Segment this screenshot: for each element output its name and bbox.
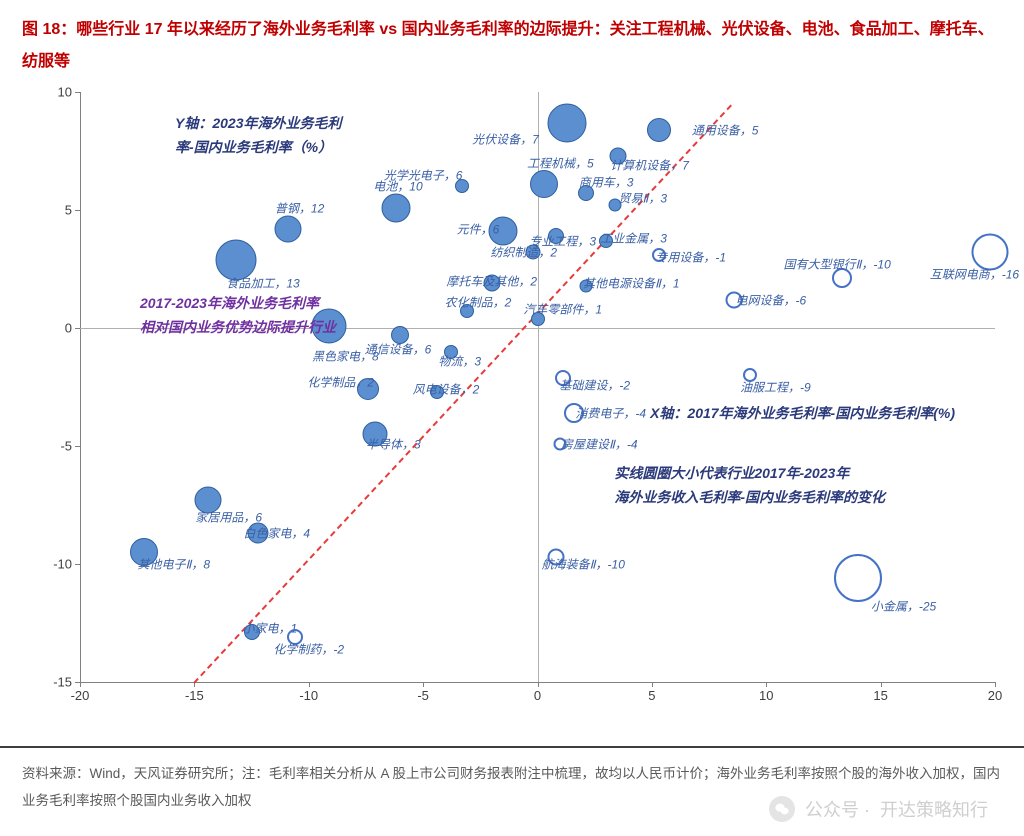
- bubble-label: 专用设备，-1: [655, 249, 726, 266]
- y-tick-label: 10: [32, 85, 72, 100]
- bubble-label: 电网设备，-6: [735, 291, 806, 308]
- bubble-label: 化学制药，-2: [273, 640, 344, 657]
- bubble-label: 摩托车及其他，2: [446, 272, 537, 289]
- x-tick-label: -20: [71, 688, 90, 703]
- bubble-label: 油服工程，-9: [740, 379, 811, 396]
- bubble-label: 计算机设备，7: [610, 157, 689, 174]
- bubble-point: [381, 193, 410, 222]
- bubble-label: 国有大型银行Ⅱ，-10: [784, 256, 891, 273]
- figure-title: 图 18：哪些行业 17 年以来经历了海外业务毛利率 vs 国内业务毛利率的边际…: [0, 0, 1024, 84]
- bubble-label: 其他电源设备Ⅱ，1: [583, 275, 680, 292]
- x-tick-label: -15: [185, 688, 204, 703]
- bubble-label: 其他电子Ⅱ，8: [137, 556, 210, 573]
- x-tick-label: 0: [534, 688, 541, 703]
- watermark-name: 开达策略知行: [880, 796, 988, 822]
- y-axis-annotation: Y轴：2023年海外业务毛利 率-国内业务毛利率（%）: [175, 112, 341, 160]
- bubble-point: [647, 118, 671, 142]
- bubble-label: 白色家电，4: [243, 525, 310, 542]
- x-tick-label: 15: [873, 688, 887, 703]
- x-tick-label: -10: [299, 688, 318, 703]
- bubble-label: 小金属，-25: [871, 598, 936, 615]
- bubble-label: 消费电子，-4: [575, 404, 646, 421]
- bubble-label: 工程机械，5: [527, 154, 594, 171]
- figure-container: 图 18：哪些行业 17 年以来经历了海外业务毛利率 vs 国内业务毛利率的边际…: [0, 0, 1024, 836]
- x-tick-label: 5: [648, 688, 655, 703]
- source-footer: 资料来源：Wind，天风证券研究所；注：毛利率相关分析从 A 股上市公司财务报表…: [0, 746, 1024, 836]
- y-tick-label: -5: [32, 439, 72, 454]
- wechat-icon: [769, 796, 795, 822]
- bubble-label: 工业金属，3: [600, 230, 667, 247]
- bubble-point: [275, 215, 302, 242]
- bubble-label: 普钢，12: [275, 199, 324, 216]
- bubble-label: 半导体，3: [366, 435, 421, 452]
- x-tick-label: 10: [759, 688, 773, 703]
- bubble-label: 商用车，3: [579, 173, 634, 190]
- bubble-label: 元件，6: [457, 220, 500, 237]
- x-axis-annotation: X轴：2017年海外业务毛利率-国内业务毛利率(%): [650, 402, 955, 426]
- watermark-prefix: 公众号 ·: [805, 796, 870, 822]
- bubble-label: 光伏设备，7: [472, 131, 539, 148]
- y-tick-label: 5: [32, 203, 72, 218]
- bubble-label: 物流，3: [438, 353, 481, 370]
- bubble-label: 电池，10: [373, 178, 422, 195]
- bubble-label: 贸易Ⅱ，3: [618, 190, 667, 207]
- bubble-label: 互联网电商，-16: [930, 265, 1019, 282]
- y-tick-label: 0: [32, 321, 72, 336]
- bubble-label: 汽车零部件，1: [523, 301, 602, 318]
- bubble-label: 食品加工，13: [226, 275, 299, 292]
- bubble-label: 通用设备，5: [692, 121, 759, 138]
- bubble-label: 航海装备Ⅱ，-10: [542, 556, 625, 573]
- y-tick-label: -10: [32, 557, 72, 572]
- y-tick-label: -15: [32, 675, 72, 690]
- bubble-point: [548, 103, 587, 142]
- bubble-label: 房屋建设Ⅱ，-4: [561, 435, 638, 452]
- bubble-label: 家居用品，6: [195, 508, 262, 525]
- bubble-point: [834, 554, 882, 602]
- bubble-size-annotation: 实线圆圈大小代表行业2017年-2023年 海外业务收入毛利率-国内业务毛利率的…: [614, 462, 885, 510]
- highlight-annotation: 2017-2023年海外业务毛利率 相对国内业务优势边际提升行业: [140, 292, 336, 340]
- watermark: 公众号 · 开达策略知行: [769, 796, 988, 822]
- bubble-label: 化学制品，2: [307, 374, 374, 391]
- bubble-point: [530, 170, 558, 198]
- bubble-label: 纺织制造，2: [490, 244, 557, 261]
- chart-area: -20-15-10-505101520-15-10-50510光伏设备，7通用设…: [20, 82, 1004, 722]
- bubble-label: 基础建设，-2: [559, 376, 630, 393]
- x-tick-label: 20: [988, 688, 1002, 703]
- x-tick-label: -5: [417, 688, 429, 703]
- bubble-label: 通信设备，6: [365, 341, 432, 358]
- bubble-label: 农化制品，2: [445, 294, 512, 311]
- plot-region: -20-15-10-505101520-15-10-50510光伏设备，7通用设…: [80, 92, 995, 682]
- bubble-label: 风电设备，2: [413, 381, 480, 398]
